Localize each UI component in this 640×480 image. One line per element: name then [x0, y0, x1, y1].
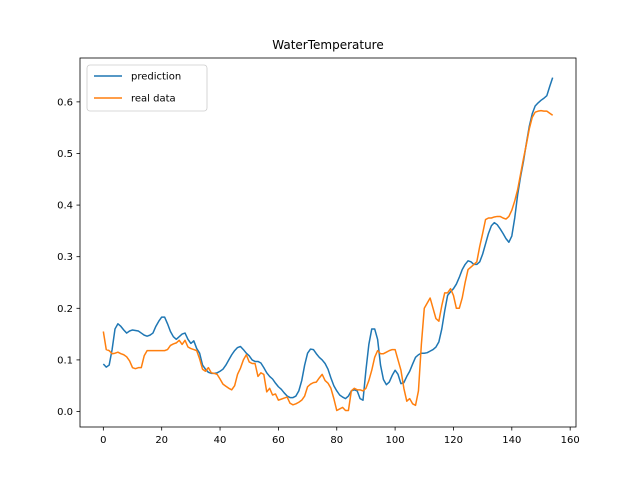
legend-label-prediction: prediction [131, 72, 181, 83]
plot-lines [102, 77, 554, 412]
x-tick-label: 120 [444, 435, 463, 446]
plot-frame [79, 57, 577, 428]
x-tick-label: 80 [330, 435, 343, 446]
x-tick-label: 100 [386, 435, 405, 446]
x-axis-ticks: 0 20 40 60 80 100 120 140 160 [100, 427, 580, 446]
y-tick-label: 0.1 [57, 355, 73, 366]
y-tick-label: 0.0 [57, 407, 73, 418]
legend-label-real-data: real data [131, 94, 176, 105]
y-tick-label: 0.3 [57, 252, 73, 263]
x-tick-label: 60 [272, 435, 285, 446]
series-line-prediction [102, 77, 554, 401]
series-line-real-data [102, 109, 554, 412]
y-tick-label: 0.6 [57, 97, 73, 108]
y-axis-ticks: 0.0 0.1 0.2 0.3 0.4 0.5 0.6 [57, 97, 80, 418]
x-tick-label: 40 [214, 435, 227, 446]
x-tick-label: 20 [155, 435, 168, 446]
x-tick-label: 140 [502, 435, 521, 446]
y-tick-label: 0.4 [57, 201, 73, 212]
chart-title: WaterTemperature [272, 38, 384, 52]
x-tick-label: 160 [561, 435, 580, 446]
x-tick-label: 0 [100, 435, 106, 446]
legend: prediction real data [86, 64, 208, 112]
y-tick-label: 0.5 [57, 149, 73, 160]
y-tick-label: 0.2 [57, 304, 73, 315]
